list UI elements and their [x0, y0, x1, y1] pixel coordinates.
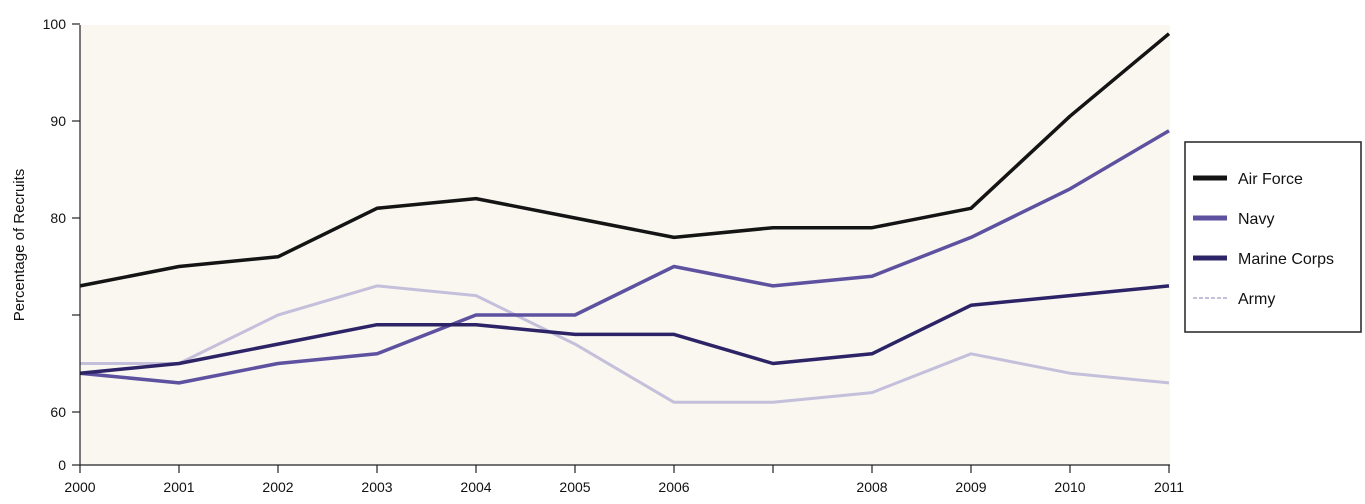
x-tick-label: 2009	[955, 479, 986, 495]
series-line-marine-corps	[79, 284, 1170, 375]
x-tick-label: 2008	[856, 479, 887, 495]
y-ticks: 0 60 80 90 100	[43, 16, 80, 473]
series-line-air-force	[79, 32, 1171, 288]
y-tick-label: 0	[58, 457, 66, 473]
y-axis-title: Percentage of Recruits	[11, 169, 28, 322]
x-tick-label: 2002	[262, 479, 293, 495]
legend-label-navy: Navy	[1238, 211, 1274, 228]
series-line-navy	[79, 129, 1170, 385]
legend-label-marine-corps: Marine Corps	[1238, 251, 1334, 268]
x-tick-label: 2010	[1054, 479, 1085, 495]
y-tick-label: 80	[50, 210, 66, 226]
x-tick-label: 2004	[460, 479, 491, 495]
legend-label-air-force: Air Force	[1238, 171, 1303, 188]
x-ticks: 2000 2001 2002 2003 2004 2005 2006 2008 2009 2010…	[64, 465, 1184, 495]
x-tick-label: 2000	[64, 479, 95, 495]
series-layer	[79, 32, 1171, 404]
legend: Air Force Navy Marine Corps Army	[1184, 141, 1362, 333]
x-tick-label: 2006	[658, 479, 689, 495]
y-tick-label: 90	[50, 113, 66, 129]
x-tick-label: 2005	[559, 479, 590, 495]
y-tick-label: 60	[50, 404, 66, 420]
series-line-army	[80, 284, 1170, 404]
y-tick-label: 100	[43, 16, 67, 32]
plot-area	[80, 25, 1170, 465]
x-tick-label: 2001	[163, 479, 194, 495]
x-tick-label: 2011	[1154, 479, 1184, 495]
legend-box	[1184, 141, 1362, 333]
x-tick-label: 2003	[361, 479, 392, 495]
legend-label-army: Army	[1238, 291, 1275, 308]
